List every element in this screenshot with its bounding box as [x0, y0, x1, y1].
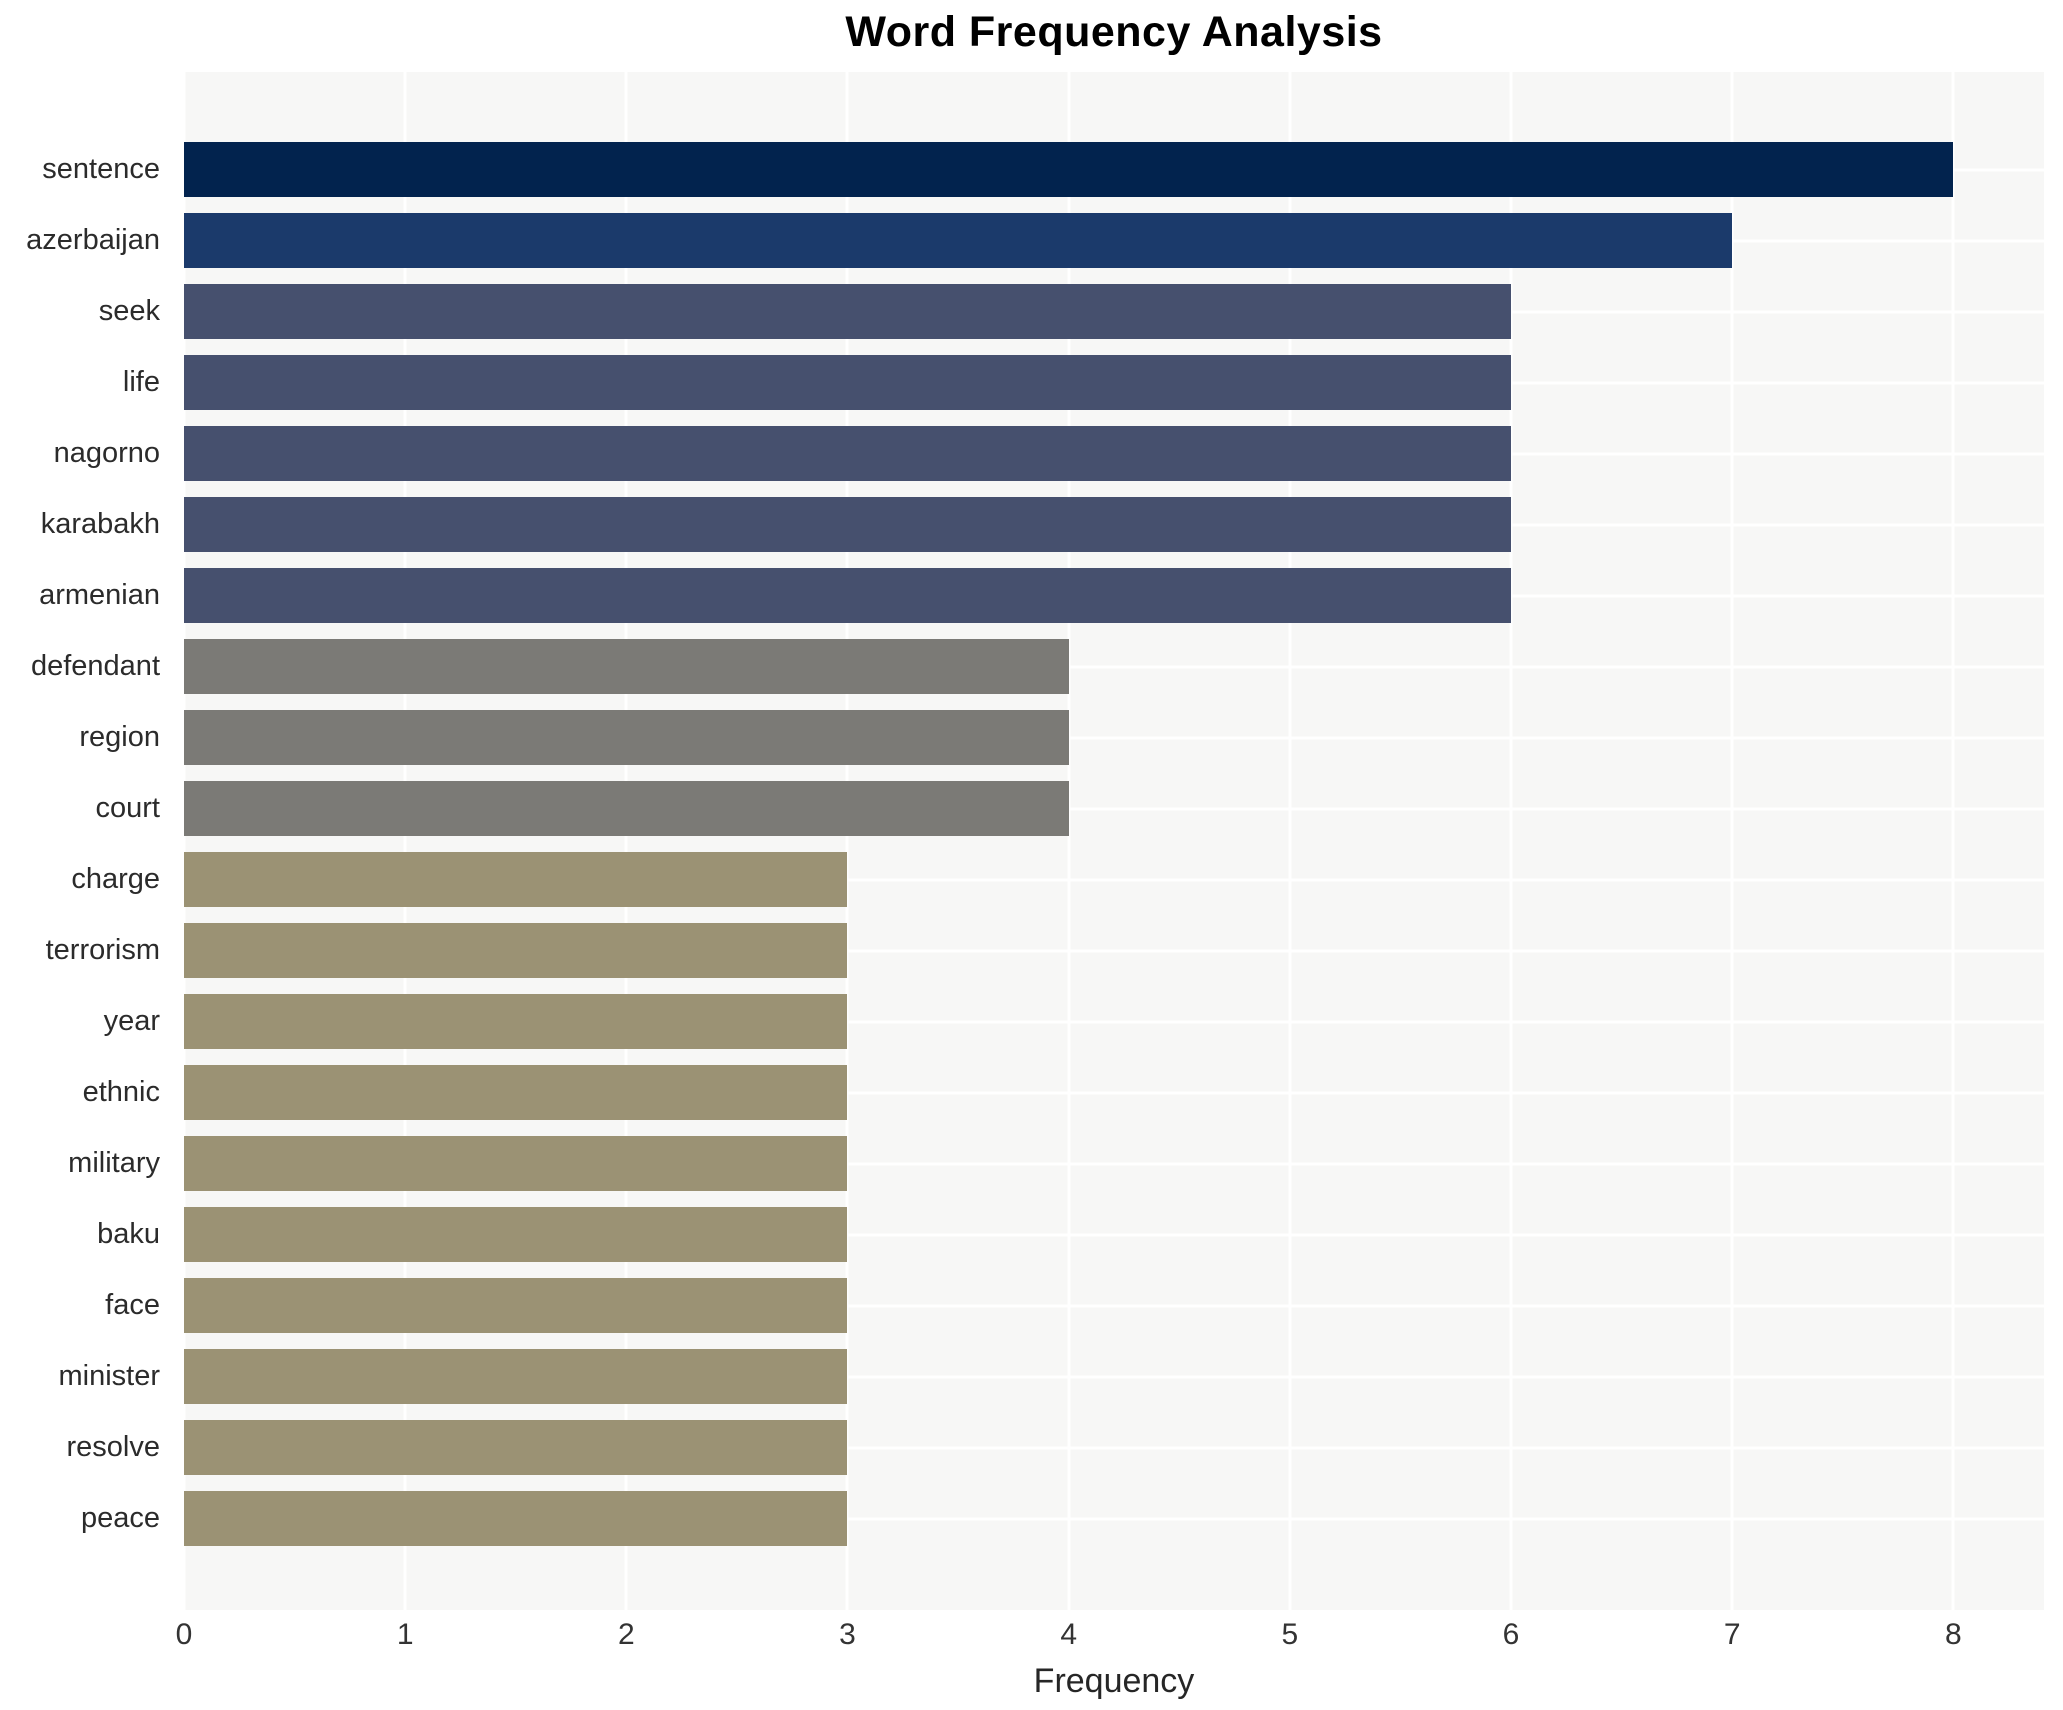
y-axis-label-defendant: defendant	[30, 650, 160, 682]
horizontal-gridline	[184, 878, 2044, 881]
bar-resolve	[184, 1420, 848, 1475]
x-axis-ticks: 0 1 2 3 4 5 6 7 8	[176, 1618, 2044, 1658]
x-tick-6: 6	[1502, 1618, 1520, 1651]
bar-region	[184, 710, 1069, 765]
x-tick-2: 2	[617, 1618, 635, 1651]
horizontal-gridline	[184, 665, 2044, 668]
bar-year	[184, 994, 848, 1049]
bar-defendant	[184, 639, 1069, 694]
y-axis-label-charge: charge	[71, 863, 160, 895]
horizontal-gridline	[184, 1304, 2044, 1307]
vertical-gridline	[1951, 72, 1955, 1610]
bar-military	[184, 1136, 848, 1191]
x-tick-0: 0	[175, 1618, 193, 1651]
bar-baku	[184, 1207, 848, 1262]
vertical-gridline	[845, 72, 849, 1610]
y-axis-label-karabakh: karabakh	[40, 508, 160, 540]
y-axis-label-peace: peace	[80, 1502, 160, 1534]
bar-charge	[184, 852, 848, 907]
y-axis-label-nagorno: nagorno	[53, 437, 160, 469]
vertical-gridline	[1067, 72, 1071, 1610]
bar-armenian	[184, 568, 1511, 623]
vertical-gridline	[182, 72, 186, 1610]
y-axis-label-court: court	[95, 792, 160, 824]
x-tick-7: 7	[1723, 1618, 1741, 1651]
vertical-gridline	[1730, 72, 1734, 1610]
vertical-gridline	[1288, 72, 1292, 1610]
x-axis-label: Frequency	[1033, 1662, 1195, 1700]
bar-sentence	[184, 142, 1954, 197]
y-axis-label-baku: baku	[97, 1218, 160, 1250]
vertical-gridline	[403, 72, 407, 1610]
y-axis-label-azerbaijan: azerbaijan	[26, 224, 160, 256]
y-axis-label-terrorism: terrorism	[45, 934, 160, 966]
bar-minister	[184, 1349, 848, 1404]
y-axis-label-face: face	[105, 1289, 160, 1321]
y-axis-label-year: year	[103, 1005, 160, 1037]
bar-face	[184, 1278, 848, 1333]
plot-area	[182, 72, 2044, 1610]
bar-nagorno	[184, 426, 1511, 481]
horizontal-gridline	[184, 736, 2044, 739]
horizontal-gridline	[184, 1517, 2044, 1520]
y-axis-label-resolve: resolve	[66, 1431, 161, 1463]
horizontal-gridline	[184, 1091, 2044, 1094]
chart-title: Word Frequency Analysis	[845, 8, 1383, 56]
bar-court	[184, 781, 1069, 836]
x-tick-8: 8	[1944, 1618, 1962, 1651]
horizontal-gridline	[184, 1233, 2044, 1236]
bar-ethnic	[184, 1065, 848, 1120]
y-axis-label-seek: seek	[98, 295, 160, 327]
y-axis-labels: sentence azerbaijan seek life nagorno karabak…	[0, 72, 172, 1610]
horizontal-gridline	[184, 1162, 2044, 1165]
y-axis-label-minister: minister	[58, 1360, 160, 1392]
horizontal-gridline	[184, 1446, 2044, 1449]
y-axis-label-sentence: sentence	[42, 153, 160, 185]
x-tick-3: 3	[839, 1618, 856, 1651]
y-axis-label-ethnic: ethnic	[82, 1076, 160, 1108]
vertical-gridline	[1509, 72, 1513, 1610]
x-tick-4: 4	[1060, 1618, 1077, 1651]
horizontal-gridline	[184, 1020, 2044, 1023]
y-axis-label-armenian: armenian	[39, 579, 160, 611]
bar-peace	[184, 1491, 848, 1546]
x-tick-1: 1	[396, 1618, 414, 1651]
horizontal-gridline	[184, 1375, 2044, 1378]
y-axis-label-military: military	[68, 1147, 160, 1179]
y-axis-label-region: region	[79, 721, 160, 753]
bar-azerbaijan	[184, 213, 1733, 268]
vertical-gridline	[624, 72, 628, 1610]
bar-karabakh	[184, 497, 1511, 552]
bar-life	[184, 355, 1511, 410]
bar-terrorism	[184, 923, 848, 978]
x-tick-5: 5	[1281, 1618, 1299, 1651]
bar-seek	[184, 284, 1511, 339]
horizontal-gridline	[184, 949, 2044, 952]
horizontal-gridline	[184, 807, 2044, 810]
y-axis-label-life: life	[122, 366, 160, 398]
